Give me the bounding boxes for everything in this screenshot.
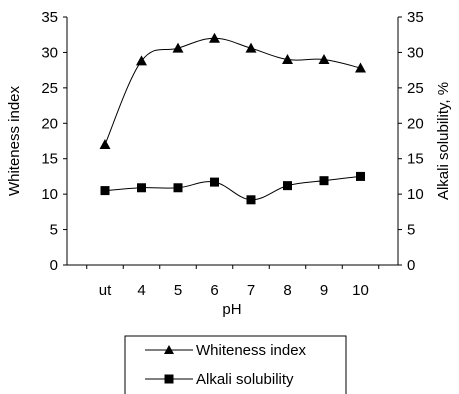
right-axis-ticks: 0 5 10 15 20 25 30 35 (398, 9, 424, 274)
y-tick-label: 30 (41, 44, 58, 61)
plot-area: 0 5 10 15 20 25 30 35 0 5 10 15 20 25 30 35 ut 4 5 6 7 8 9 10 (41, 9, 423, 299)
y2-tick-label: 20 (407, 115, 424, 132)
x-tick-label: 6 (210, 282, 218, 299)
x-axis-ticks: ut 4 5 6 7 8 9 10 (86, 265, 380, 299)
legend-box (124, 335, 347, 394)
y2-tick-label: 25 (407, 80, 424, 97)
legend-item-alkali: Alkali solubility (145, 371, 294, 388)
legend-label-alkali: Alkali solubility (196, 371, 294, 388)
x-tick-label: 10 (352, 282, 369, 299)
legend-label-whiteness: Whiteness index (196, 342, 307, 359)
y-tick-label: 0 (50, 257, 58, 274)
data-point-alkali (210, 177, 219, 187)
x-tick-label: 8 (283, 282, 291, 299)
series-line-whiteness (104, 37, 361, 145)
x-axis-title: pH (222, 301, 241, 318)
data-point-whiteness (245, 42, 257, 53)
y2-tick-label: 35 (407, 9, 424, 26)
y2-tick-label: 5 (407, 222, 415, 239)
data-point-whiteness (355, 62, 366, 73)
data-point-alkali (283, 181, 292, 191)
y-tick-label: 25 (41, 80, 58, 97)
x-tick-label: 9 (320, 282, 328, 299)
y2-tick-label: 10 (407, 186, 424, 203)
data-point-whiteness (282, 54, 293, 65)
legend-item-whiteness: Whiteness index (145, 342, 307, 359)
y-tick-label: 10 (41, 186, 58, 203)
y-tick-label: 15 (41, 151, 58, 168)
y2-tick-label: 30 (407, 44, 424, 61)
legend-marker-square-icon (164, 374, 174, 384)
data-point-whiteness (172, 42, 184, 53)
y-axis-title: Whiteness index (6, 85, 23, 196)
series-layer (99, 32, 366, 205)
x-tick-label: 7 (247, 282, 255, 299)
data-point-whiteness (136, 55, 147, 66)
data-point-alkali (137, 183, 146, 193)
x-tick-label: 5 (174, 282, 182, 299)
data-point-alkali (100, 186, 110, 196)
legend-marker-triangle-icon (164, 345, 174, 354)
data-point-alkali (319, 176, 329, 186)
data-point-whiteness (209, 32, 220, 43)
x-tick-label: ut (99, 282, 112, 299)
y2-tick-label: 0 (407, 257, 415, 274)
legend: Whiteness index Alkali solubility (124, 335, 347, 394)
left-axis-ticks: 0 5 10 15 20 25 30 35 (41, 9, 67, 274)
data-point-whiteness (318, 54, 330, 65)
y-tick-label: 20 (41, 115, 58, 132)
y2-tick-label: 15 (407, 151, 424, 168)
data-point-alkali (246, 195, 256, 205)
y-tick-label: 35 (41, 9, 58, 26)
y2-axis-title: Alkali solubility, % (435, 82, 452, 200)
x-tick-label: 4 (137, 282, 145, 299)
data-point-alkali (356, 171, 365, 181)
y-tick-label: 5 (50, 222, 58, 239)
data-point-whiteness (99, 139, 111, 150)
data-point-alkali (173, 183, 183, 193)
